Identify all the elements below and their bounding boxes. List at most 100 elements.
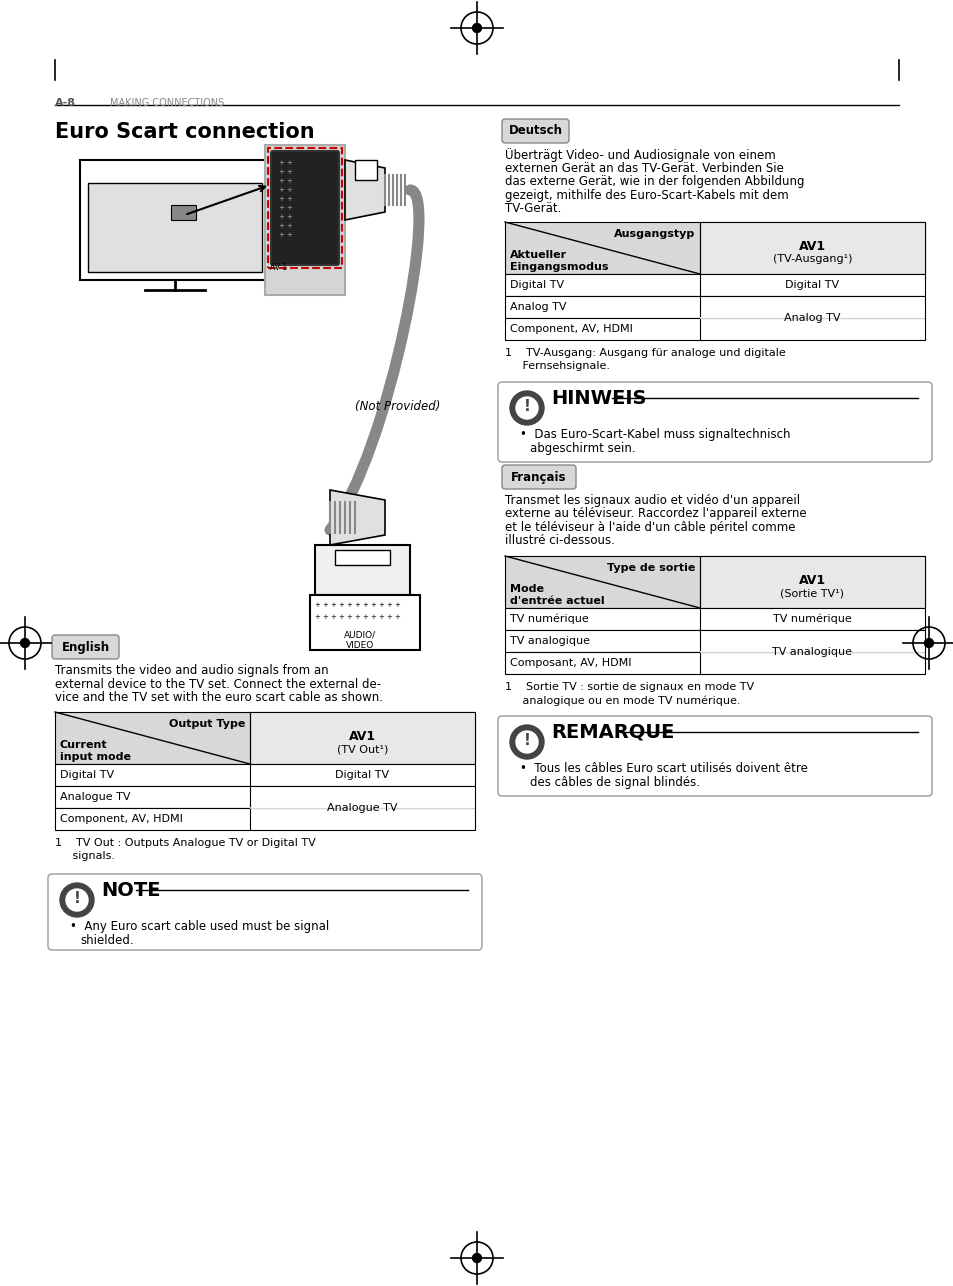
Text: (TV-Ausgang¹): (TV-Ausgang¹) [772,255,851,264]
Text: +: + [362,613,368,620]
Bar [250,712,475,764]
Text: Transmits the video and audio signals from an: Transmits the video and audio signals fr… [55,664,328,676]
Text: (Not Provided): (Not Provided) [355,400,440,413]
Bar [310,595,419,649]
Text: Digital TV: Digital TV [784,280,839,291]
Text: +: + [286,231,292,238]
Polygon shape [345,159,385,220]
Text: +: + [346,613,352,620]
Text: Digital TV: Digital TV [335,770,389,781]
Text: Component, AV, HDMI: Component, AV, HDMI [510,324,632,334]
Bar [55,764,475,786]
Text: English: English [61,640,110,653]
Text: AV1: AV1 [798,240,825,253]
FancyBboxPatch shape [497,716,931,796]
Text: A-8: A-8 [55,98,76,108]
Text: +: + [370,602,375,608]
Bar [504,652,924,674]
Text: AV1: AV1 [349,730,375,743]
Text: +: + [322,602,328,608]
Text: +: + [286,204,292,211]
Text: +: + [370,613,375,620]
Bar [80,159,270,280]
Text: das externe Gerät, wie in der folgenden Abbildung: das externe Gerät, wie in der folgenden … [504,175,803,188]
Text: illustré ci-dessous.: illustré ci-dessous. [504,535,615,548]
Text: +: + [362,602,368,608]
Text: Eingangsmodus: Eingangsmodus [510,262,608,273]
Text: (TV Out¹): (TV Out¹) [336,745,388,754]
Text: 1    Sortie TV : sortie de signaux en mode TV: 1 Sortie TV : sortie de signaux en mode … [504,682,753,692]
Circle shape [21,639,30,647]
Text: AUDIO/: AUDIO/ [344,630,375,639]
Text: +: + [286,177,292,184]
Circle shape [516,397,537,419]
Text: !: ! [523,399,530,414]
FancyBboxPatch shape [501,120,568,143]
Bar [171,204,196,220]
Text: +: + [286,222,292,229]
Bar [504,222,924,274]
Text: vice and the TV set with the euro scart cable as shown.: vice and the TV set with the euro scart … [55,691,382,703]
FancyBboxPatch shape [271,150,338,265]
Text: +: + [286,186,292,193]
Text: +: + [394,613,399,620]
Text: !: ! [73,891,80,907]
Text: Français: Français [511,471,566,484]
Circle shape [516,730,537,754]
Text: +: + [386,613,392,620]
FancyBboxPatch shape [48,874,481,950]
FancyBboxPatch shape [52,635,119,658]
Text: externen Gerät an das TV-Gerät. Verbinden Sie: externen Gerät an das TV-Gerät. Verbinde… [504,162,783,175]
Bar [700,222,924,274]
Bar [268,148,341,267]
Bar [504,274,924,296]
Text: 1    TV Out : Outputs Analogue TV or Digital TV: 1 TV Out : Outputs Analogue TV or Digita… [55,838,315,847]
Text: Mode: Mode [510,584,543,594]
Circle shape [923,639,932,647]
Text: +: + [354,602,359,608]
Text: externe au téléviseur. Raccordez l'appareil externe: externe au téléviseur. Raccordez l'appar… [504,508,806,521]
Text: Analogue TV: Analogue TV [60,792,131,802]
Text: +: + [330,613,335,620]
Text: Component, AV, HDMI: Component, AV, HDMI [60,814,183,824]
Text: +: + [386,602,392,608]
Circle shape [472,1254,481,1263]
Text: +: + [277,195,284,202]
Text: TV numérique: TV numérique [772,613,851,625]
Text: +: + [286,213,292,220]
FancyBboxPatch shape [497,382,931,462]
Text: Digital TV: Digital TV [510,280,563,291]
Text: REMARQUE: REMARQUE [551,723,674,742]
Text: +: + [277,231,284,238]
Bar [314,545,410,595]
Text: Digital TV: Digital TV [60,770,114,781]
Text: Type de sortie: Type de sortie [606,563,695,574]
Text: Überträgt Video- und Audiosignale von einem: Überträgt Video- und Audiosignale von ei… [504,148,775,162]
Text: TV numérique: TV numérique [510,613,588,625]
Text: Analog TV: Analog TV [783,312,840,323]
Text: AV 1: AV 1 [270,264,287,273]
Text: d'entrée actuel: d'entrée actuel [510,595,604,606]
Text: Transmet les signaux audio et vidéo d'un appareil: Transmet les signaux audio et vidéo d'un… [504,494,800,507]
Text: +: + [330,602,335,608]
Text: +: + [277,159,284,166]
Text: +: + [277,186,284,193]
FancyBboxPatch shape [501,466,576,489]
Text: shielded.: shielded. [80,934,133,946]
Text: MAKING CONNECTIONS: MAKING CONNECTIONS [110,98,224,108]
Text: +: + [286,159,292,166]
Circle shape [472,23,481,32]
Text: signals.: signals. [55,851,115,862]
Bar [504,318,924,340]
Text: +: + [277,177,284,184]
Text: +: + [394,602,399,608]
Text: Output Type: Output Type [169,719,245,729]
Text: Analog TV: Analog TV [510,302,566,312]
Text: des câbles de signal blindés.: des câbles de signal blindés. [530,775,700,790]
Circle shape [60,883,94,917]
Text: abgeschirmt sein.: abgeschirmt sein. [530,442,635,455]
Text: Euro Scart connection: Euro Scart connection [55,122,314,141]
Text: +: + [277,204,284,211]
Text: Analogue TV: Analogue TV [327,802,397,813]
Text: NOTE: NOTE [101,881,160,899]
